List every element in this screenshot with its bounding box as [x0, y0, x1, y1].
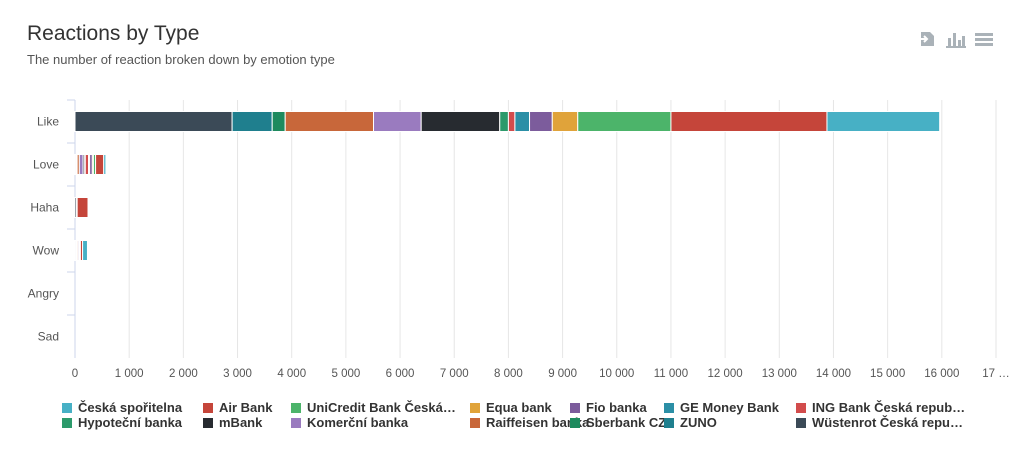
legend-label: Wüstenrot Česká repu… [812, 415, 963, 430]
legend-swatch [291, 403, 301, 413]
bar-segment[interactable] [514, 111, 531, 132]
x-tick-label: 16 000 [924, 368, 959, 380]
bar-segment[interactable] [95, 154, 105, 175]
x-tick-label: 15 000 [870, 368, 905, 380]
legend-swatch [62, 418, 72, 428]
bar-segment[interactable] [507, 111, 516, 132]
legend-label: Air Bank [219, 400, 273, 415]
category-label-haha: Haha [30, 201, 59, 215]
legend-label: Fio banka [586, 400, 647, 415]
bar-segment[interactable] [231, 111, 273, 132]
legend-item[interactable]: Česká spořitelna [62, 400, 182, 415]
x-tick-label: 0 [72, 368, 78, 380]
x-tick-label: 13 000 [762, 368, 797, 380]
bar-segment[interactable] [670, 111, 828, 132]
legend-swatch [570, 403, 580, 413]
bar-segment[interactable] [78, 154, 84, 175]
legend-swatch [470, 418, 480, 428]
legend-swatch [796, 418, 806, 428]
legend-item[interactable]: Hypoteční banka [62, 415, 182, 430]
menu-icon[interactable] [974, 30, 994, 48]
legend-item[interactable]: Equa bank [470, 400, 552, 415]
legend-label: ZUNO [680, 415, 717, 430]
legend-swatch [291, 418, 301, 428]
chart-subtitle: The number of reaction broken down by em… [27, 52, 335, 67]
bar-segment[interactable] [76, 197, 89, 218]
x-tick-label: 17 … [982, 368, 1010, 380]
legend-item[interactable]: ZUNO [664, 415, 717, 430]
legend-item[interactable]: mBank [203, 415, 262, 430]
x-tick-label: 2 000 [169, 368, 198, 380]
x-tick-label: 5 000 [331, 368, 360, 380]
legend-label: Sberbank CZ [586, 415, 667, 430]
x-tick-label: 12 000 [708, 368, 743, 380]
legend-label: Equa bank [486, 400, 552, 415]
bar-segment[interactable] [826, 111, 941, 132]
legend-item[interactable]: Sberbank CZ [570, 415, 666, 430]
legend-label: Česká spořitelna [78, 400, 183, 415]
bar-segment[interactable] [373, 111, 422, 132]
x-tick-label: 9 000 [548, 368, 577, 380]
bar-segment[interactable] [284, 111, 375, 132]
bar-segment[interactable] [74, 111, 233, 132]
legend-item[interactable]: UniCredit Bank Česká… [291, 400, 456, 415]
category-label-wow: Wow [33, 244, 60, 258]
legend-item[interactable]: Air Bank [203, 400, 272, 415]
x-tick-label: 14 000 [816, 368, 851, 380]
x-tick-label: 10 000 [599, 368, 634, 380]
x-tick-label: 6 000 [386, 368, 415, 380]
legend-label: UniCredit Bank Česká… [307, 400, 456, 415]
bar-segment[interactable] [271, 111, 286, 132]
x-tick-label: 4 000 [277, 368, 306, 380]
x-tick-label: 1 000 [115, 368, 144, 380]
legend-item[interactable]: Wüstenrot Česká repu… [796, 415, 963, 430]
legend-item[interactable]: GE Money Bank [664, 400, 779, 415]
legend-item[interactable]: Fio banka [570, 400, 647, 415]
bar-segment[interactable] [577, 111, 672, 132]
legend-label: Raiffeisen banka [486, 415, 590, 430]
legend-swatch [203, 418, 213, 428]
chart-title: Reactions by Type [27, 22, 200, 45]
bar-segment[interactable] [103, 154, 107, 175]
legend-swatch [203, 403, 213, 413]
bar-segment[interactable] [529, 111, 553, 132]
legend-label: Komerční banka [307, 415, 409, 430]
category-label-sad: Sad [38, 330, 59, 344]
category-label-angry: Angry [28, 287, 59, 301]
legend-item[interactable]: Raiffeisen banka [470, 415, 589, 430]
legend-label: GE Money Bank [680, 400, 779, 415]
legend-label: mBank [219, 415, 263, 430]
legend-swatch [664, 418, 674, 428]
legend-label: ING Bank Česká repub… [812, 400, 966, 415]
legend-swatch [796, 403, 806, 413]
legend-item[interactable]: ING Bank Česká repub… [796, 400, 965, 415]
category-label-love: Love [33, 158, 59, 172]
x-tick-label: 8 000 [494, 368, 523, 380]
legend-swatch [664, 403, 674, 413]
bar-segment[interactable] [82, 240, 88, 261]
bar-segment[interactable] [499, 111, 509, 132]
bar-segment[interactable] [420, 111, 501, 132]
legend-label: Hypoteční banka [78, 415, 183, 430]
export-icon[interactable] [918, 30, 938, 48]
chart-type-icon[interactable] [946, 30, 966, 48]
x-tick-label: 7 000 [440, 368, 469, 380]
legend-swatch [570, 418, 580, 428]
category-label-like: Like [37, 115, 59, 129]
legend-swatch [470, 403, 480, 413]
x-tick-label: 3 000 [223, 368, 252, 380]
legend-swatch [62, 403, 72, 413]
legend-item[interactable]: Komerční banka [291, 415, 408, 430]
x-tick-label: 11 000 [654, 368, 688, 380]
bar-segment[interactable] [551, 111, 579, 132]
